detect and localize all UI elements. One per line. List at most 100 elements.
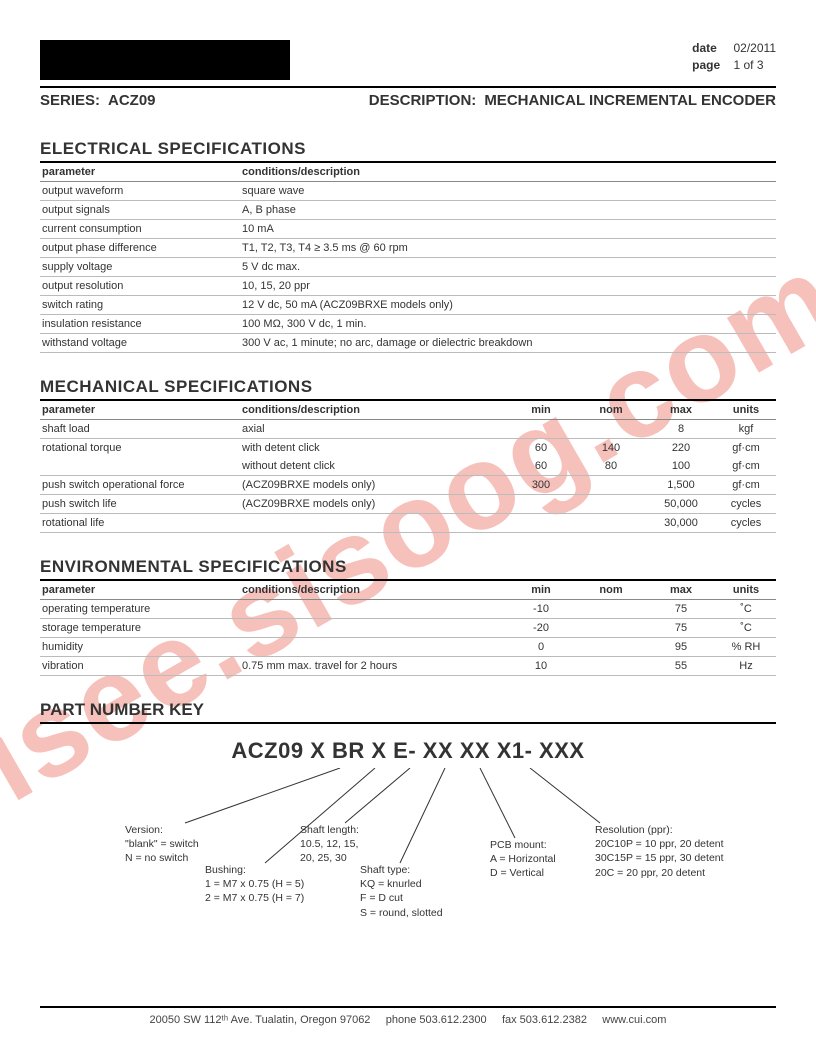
cell-max: 220 — [646, 439, 716, 458]
cell-min: -20 — [506, 619, 576, 638]
cell-param: supply voltage — [40, 258, 240, 277]
cell-max: 95 — [646, 638, 716, 657]
table-row: output resolution10, 15, 20 ppr — [40, 277, 776, 296]
cell-cond: axial — [240, 420, 506, 439]
cell-cond: 100 MΩ, 300 V dc, 1 min. — [240, 315, 776, 334]
cell-cond: 10 mA — [240, 220, 776, 239]
cell-cond: 5 V dc max. — [240, 258, 776, 277]
pnk-shafttype: Shaft type: KQ = knurled F = D cut S = r… — [360, 863, 443, 920]
cell-param: switch rating — [40, 296, 240, 315]
cell-cond: square wave — [240, 182, 776, 201]
date-page-block: date 02/2011 page 1 of 3 — [692, 40, 776, 74]
cell-param: withstand voltage — [40, 334, 240, 353]
cell-nom — [576, 476, 646, 495]
pnk-diagram: Version: "blank" = switch N = no switch … — [40, 768, 776, 948]
table-row: without detent click6080100gf·cm — [40, 457, 776, 476]
cell-param: output phase difference — [40, 239, 240, 258]
th-param: parameter — [40, 400, 240, 420]
cell-cond — [240, 638, 506, 657]
footer: 20050 SW 112ᵗʰ Ave. Tualatin, Oregon 970… — [40, 1006, 776, 1026]
cell-param: push switch life — [40, 495, 240, 514]
cell-min — [506, 514, 576, 533]
cell-max: 75 — [646, 619, 716, 638]
environmental-table: parameter conditions/description min nom… — [40, 579, 776, 676]
table-row: withstand voltage300 V ac, 1 minute; no … — [40, 334, 776, 353]
cell-cond: 10, 15, 20 ppr — [240, 277, 776, 296]
cell-cond: (ACZ09BRXE models only) — [240, 495, 506, 514]
table-row: output signalsA, B phase — [40, 201, 776, 220]
cell-cond: T1, T2, T3, T4 ≥ 3.5 ms @ 60 rpm — [240, 239, 776, 258]
cell-min: 300 — [506, 476, 576, 495]
cell-min — [506, 495, 576, 514]
cell-param: output resolution — [40, 277, 240, 296]
th-param: parameter — [40, 162, 240, 182]
th-min: min — [506, 400, 576, 420]
footer-addr: 20050 SW 112ᵗʰ Ave. Tualatin, Oregon 970… — [150, 1014, 371, 1026]
th-min: min — [506, 580, 576, 600]
cell-nom — [576, 619, 646, 638]
cell-max: 100 — [646, 457, 716, 476]
th-max: max — [646, 580, 716, 600]
cell-cond: 300 V ac, 1 minute; no arc, damage or di… — [240, 334, 776, 353]
electrical-table: parameter conditions/description output … — [40, 161, 776, 353]
table-row: switch rating12 V dc, 50 mA (ACZ09BRXE m… — [40, 296, 776, 315]
cell-nom — [576, 420, 646, 439]
table-row: rotational life30,000cycles — [40, 514, 776, 533]
table-row: current consumption10 mA — [40, 220, 776, 239]
pnk-bushing: Bushing: 1 = M7 x 0.75 (H = 5) 2 = M7 x … — [205, 863, 304, 906]
pnk-resolution: Resolution (ppr): 20C10P = 10 ppr, 20 de… — [595, 823, 724, 880]
th-cond: conditions/description — [240, 400, 506, 420]
cell-nom — [576, 514, 646, 533]
cell-u: gf·cm — [716, 457, 776, 476]
table-row: insulation resistance100 MΩ, 300 V dc, 1… — [40, 315, 776, 334]
footer-fax: fax 503.612.2382 — [502, 1014, 587, 1026]
table-row: shaft loadaxial 8kgf — [40, 420, 776, 439]
cell-max: 30,000 — [646, 514, 716, 533]
cell-nom — [576, 600, 646, 619]
page-value: 1 of 3 — [734, 58, 764, 72]
cell-u: ˚C — [716, 600, 776, 619]
cell-param: rotational life — [40, 514, 240, 533]
cell-u: Hz — [716, 657, 776, 676]
cell-max: 50,000 — [646, 495, 716, 514]
series-value: ACZ09 — [108, 92, 156, 109]
pnk-shaftlen: Shaft length: 10.5, 12, 15, 20, 25, 30 — [300, 823, 359, 866]
cell-min: 60 — [506, 439, 576, 458]
pnk-pcb: PCB mount: A = Horizontal D = Vertical — [490, 838, 556, 881]
table-row: supply voltage5 V dc max. — [40, 258, 776, 277]
th-param: parameter — [40, 580, 240, 600]
th-nom: nom — [576, 400, 646, 420]
desc-label: DESCRIPTION: — [369, 92, 477, 109]
cell-cond: (ACZ09BRXE models only) — [240, 476, 506, 495]
th-max: max — [646, 400, 716, 420]
cell-max: 1,500 — [646, 476, 716, 495]
cell-u: ˚C — [716, 619, 776, 638]
cell-param: vibration — [40, 657, 240, 676]
cell-cond — [240, 514, 506, 533]
pnk-version: Version: "blank" = switch N = no switch — [125, 823, 199, 866]
cell-nom — [576, 495, 646, 514]
table-row: humidity095% RH — [40, 638, 776, 657]
cell-min: 10 — [506, 657, 576, 676]
cell-u: gf·cm — [716, 439, 776, 458]
cell-nom — [576, 638, 646, 657]
th-units: units — [716, 580, 776, 600]
cell-u: kgf — [716, 420, 776, 439]
pnk-code: ACZ09 X BR X E- XX XX X1- XXX — [40, 738, 776, 764]
cell-param: output signals — [40, 201, 240, 220]
cell-cond: 12 V dc, 50 mA (ACZ09BRXE models only) — [240, 296, 776, 315]
cell-param: output waveform — [40, 182, 240, 201]
cell-max: 8 — [646, 420, 716, 439]
series-row: SERIES:ACZ09 DESCRIPTION:MECHANICAL INCR… — [40, 86, 776, 109]
table-row: storage temperature-2075˚C — [40, 619, 776, 638]
cell-max: 75 — [646, 600, 716, 619]
table-row: push switch operational force(ACZ09BRXE … — [40, 476, 776, 495]
cell-param: rotational torque — [40, 439, 240, 458]
table-row: output waveformsquare wave — [40, 182, 776, 201]
cell-param: shaft load — [40, 420, 240, 439]
cell-nom — [576, 657, 646, 676]
th-cond: conditions/description — [240, 162, 776, 182]
footer-phone: phone 503.612.2300 — [386, 1014, 487, 1026]
cell-cond: with detent click — [240, 439, 506, 458]
date-value: 02/2011 — [734, 41, 777, 55]
